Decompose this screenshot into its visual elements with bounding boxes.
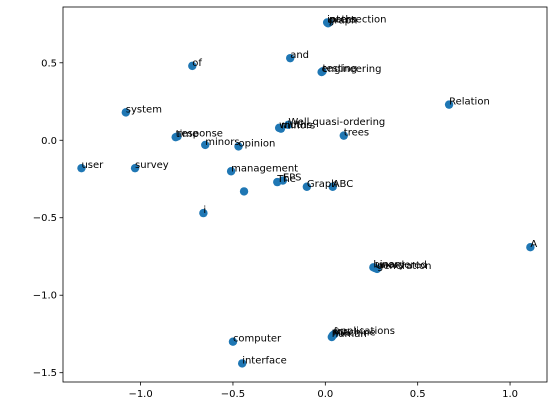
point-label: unordered [375, 260, 427, 271]
data-point [339, 131, 348, 140]
point-label: minors [281, 121, 315, 132]
point-label: human [332, 329, 367, 340]
point-label: intersection [327, 15, 386, 26]
point-label: i [203, 205, 206, 216]
point-label: of [192, 58, 202, 69]
data-point [188, 61, 197, 71]
data-point [234, 142, 243, 151]
x-tick-label: 0.0 [317, 389, 333, 400]
point-label: generation [377, 261, 431, 272]
point-label: paths [329, 15, 357, 26]
data-point [286, 53, 295, 63]
point-label: trees [344, 128, 369, 139]
data-point [226, 167, 236, 176]
y-tick-label: 0.0 [41, 136, 57, 147]
point-label: machine [333, 328, 376, 339]
data-point [276, 124, 286, 133]
data-point [237, 359, 247, 368]
y-axis: −1.5 −1.0 −0.5 0.0 0.5 [33, 58, 63, 379]
plot-frame [62, 6, 548, 383]
point-label: graph [328, 15, 357, 26]
data-point [318, 67, 327, 76]
x-tick-label: 0.5 [410, 389, 426, 400]
point-label: Well quasi-ordering [288, 117, 385, 128]
data-point [273, 177, 282, 187]
data-point [372, 264, 382, 274]
data-point [323, 19, 333, 28]
data-point [228, 337, 238, 346]
data-point [327, 332, 336, 342]
point-label: engineering [322, 64, 382, 75]
point-label: binary [373, 259, 405, 270]
data-point [239, 187, 249, 196]
x-axis: −1.0 −0.5 0.0 0.5 1.0 [128, 382, 518, 400]
data-point [173, 132, 182, 141]
y-tick-label: −1.5 [33, 368, 57, 379]
data-point [302, 182, 312, 191]
point-label: testing [323, 63, 358, 74]
point-label: EPS [283, 173, 302, 184]
point-label: minors [205, 137, 239, 148]
y-tick-label: 0.5 [41, 58, 57, 69]
point-label: response [178, 128, 223, 139]
point-label: Graph [307, 179, 338, 190]
data-point [130, 163, 140, 173]
point-label: for [334, 327, 349, 338]
point-label: widths [279, 120, 312, 131]
point-label: user [81, 160, 104, 171]
data-point [328, 182, 337, 191]
point-label: and [290, 50, 309, 61]
x-tick-label: 1.0 [502, 389, 518, 400]
data-point [284, 120, 293, 129]
y-tick-label: −0.5 [33, 213, 57, 224]
point-label: opinion [239, 138, 276, 149]
point-label: management [231, 163, 298, 174]
point-label: A [530, 239, 537, 250]
point-label: applications [335, 326, 395, 337]
data-point [201, 140, 210, 150]
point-label: Relation [449, 97, 490, 108]
x-tick-label: −0.5 [221, 389, 245, 400]
point-label: system [126, 104, 162, 115]
plot-area [63, 7, 547, 382]
y-tick-label: −1.0 [33, 291, 57, 302]
data-point [121, 108, 131, 117]
point-label: time [176, 129, 199, 140]
data-point [444, 100, 454, 109]
data-point [526, 242, 535, 252]
x-tick-label: −1.0 [128, 389, 152, 400]
points-layer [77, 18, 535, 368]
point-label: computer [233, 334, 282, 345]
point-label: The [276, 174, 296, 185]
point-label: survey [135, 160, 169, 171]
point-label: ABC [333, 179, 354, 190]
data-point [77, 163, 86, 173]
data-point [199, 208, 208, 218]
point-label: interface [242, 355, 287, 366]
